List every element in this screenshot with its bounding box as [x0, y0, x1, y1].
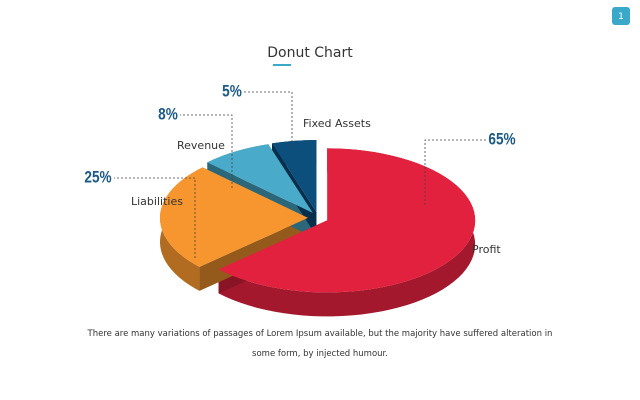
slice [160, 167, 309, 267]
value-label: 25% [84, 168, 111, 187]
chart-title: Donut Chart [267, 45, 353, 61]
leader-line [244, 91, 293, 150]
value-label: 5% [222, 82, 242, 101]
value-label: 8% [158, 105, 178, 124]
page-badge [612, 7, 630, 25]
slice-label: Liabilities [131, 195, 183, 208]
slice-label: Revenue [177, 139, 225, 152]
value-label: 65% [488, 130, 515, 149]
leader-line [180, 114, 233, 188]
slice-label: Profit [472, 243, 501, 256]
slice [218, 148, 476, 293]
leader-line [114, 177, 196, 258]
pie [160, 140, 476, 317]
slice [272, 140, 317, 213]
caption: There are many variations of passages of… [87, 329, 553, 359]
slice-label: Fixed Assets [303, 117, 371, 130]
leader-line [424, 139, 486, 205]
page-number: 1 [618, 12, 624, 22]
slice [207, 144, 313, 213]
slice-side [218, 148, 476, 317]
